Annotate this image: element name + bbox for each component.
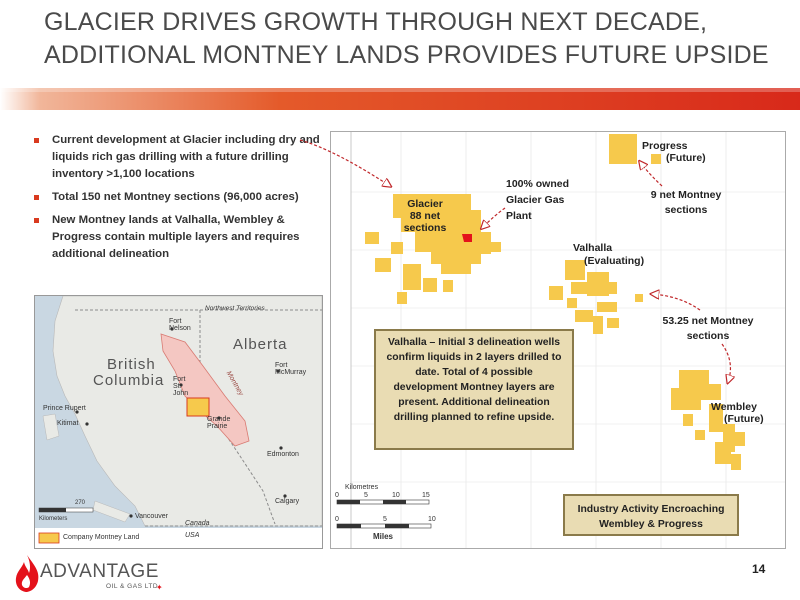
legend-company-montney-land: Company Montney Land (63, 534, 140, 541)
label-scale-270: 270 (75, 500, 86, 506)
glacier-net-sections: 88 net (409, 210, 441, 222)
progress-sections-line-1: 9 net Montney (650, 189, 722, 201)
bullet-item: Total 150 net Montney sections (96,000 a… (34, 189, 329, 206)
valhalla-callout-box: Valhalla – Initial 3 delineation wells c… (374, 329, 574, 450)
scale-mi-tick: 0 (335, 516, 339, 523)
label-british: British (107, 356, 156, 373)
bullet-marker (34, 218, 39, 223)
scale-km-tick: 15 (422, 492, 430, 499)
label-gas-plant: 100% owned Glacier Gas Plant (506, 176, 569, 224)
label-fort-nelson: Fort Nelson (169, 318, 191, 332)
label-usa: USA (185, 532, 200, 539)
bullet-text: New Montney lands at Valhalla, Wembley &… (52, 214, 300, 260)
bullet-text: Current development at Glacier including… (52, 134, 320, 180)
page-number: 14 (752, 562, 766, 576)
label-kitimat: Kitimat (57, 420, 79, 427)
bullet-marker (34, 138, 39, 143)
label-edmonton: Edmonton (267, 451, 299, 458)
regional-inset-map: Northwest Territories British Columbia A… (34, 295, 323, 549)
label-progress: Progress (642, 140, 688, 152)
label-canada: Canada (185, 520, 210, 527)
label-columbia: Columbia (93, 372, 165, 389)
industry-callout-box: Industry Activity Encroaching Wembley & … (563, 494, 739, 536)
progress-sections-line-2: sections (664, 204, 708, 216)
plant-line-2: Glacier Gas (506, 194, 565, 206)
bullet-item: Current development at Glacier including… (34, 132, 329, 183)
scale-mi-tick: 10 (428, 516, 436, 523)
glacier-sections-word: sections (403, 222, 447, 234)
page-title-line-1: GLACIER DRIVES GROWTH THROUGH NEXT DECAD… (44, 8, 708, 36)
logo-subtitle: OIL & GAS LTD. (106, 583, 161, 590)
label-progress-future: (Future) (666, 152, 706, 164)
label-prince-rupert: Prince Rupert (43, 405, 86, 412)
label-valhalla-sections: 53.25 net Montney sections (648, 314, 768, 344)
bullet-item: New Montney lands at Valhalla, Wembley &… (34, 212, 329, 263)
label-alberta: Alberta (233, 336, 288, 353)
regional-map-graphic (35, 296, 322, 548)
scale-km-tick: 0 (335, 492, 339, 499)
scale-km-tick: 10 (392, 492, 400, 499)
label-northwest-territories: Northwest Territories (205, 305, 265, 312)
label-glacier: Glacier 88 net sections (400, 198, 450, 234)
valhalla-sections-line-2: sections (686, 330, 730, 342)
page-title-line-2: ADDITIONAL MONTNEY LANDS PROVIDES FUTURE… (44, 41, 769, 69)
plant-line-3: Plant (506, 210, 532, 222)
scale-mi-tick: 5 (383, 516, 387, 523)
label-progress-sections: 9 net Montney sections (628, 188, 744, 218)
scale-label-kilometres: Kilometres (345, 484, 379, 491)
bullet-marker (34, 195, 39, 200)
label-valhalla: Valhalla (573, 242, 613, 254)
scale-label-miles: Miles (373, 532, 394, 541)
flame-icon (15, 555, 39, 592)
label-fort-st-john: Fort St. John (173, 376, 189, 397)
title-accent-band (0, 88, 800, 110)
bullet-text: Total 150 net Montney sections (96,000 a… (52, 191, 299, 203)
logo-wordmark: ADVANTAGE (40, 561, 159, 582)
glacier-name: Glacier (407, 198, 443, 210)
accent-band-graphic (0, 88, 800, 110)
page-title: GLACIER DRIVES GROWTH THROUGH NEXT DECAD… (44, 6, 784, 72)
label-grande-prairie: Grande Prairie (207, 416, 231, 430)
label-wembley: Wembley (711, 401, 757, 413)
label-fort-mcmurray: Fort McMurray (275, 362, 307, 376)
label-kilometers: Kilometers (39, 516, 68, 522)
scale-km-tick: 5 (364, 492, 368, 499)
company-logo: ADVANTAGE OIL & GAS LTD. ✦ (8, 553, 168, 598)
label-valhalla-status: (Evaluating) (584, 255, 645, 267)
plant-line-1: 100% owned (506, 178, 570, 190)
label-vancouver: Vancouver (135, 513, 168, 520)
bullet-list: Current development at Glacier including… (34, 132, 329, 269)
maple-leaf-icon: ✦ (156, 583, 163, 592)
valhalla-sections-line-1: 53.25 net Montney (662, 315, 754, 327)
label-wembley-future: (Future) (724, 413, 764, 425)
label-calgary: Calgary (275, 498, 300, 505)
